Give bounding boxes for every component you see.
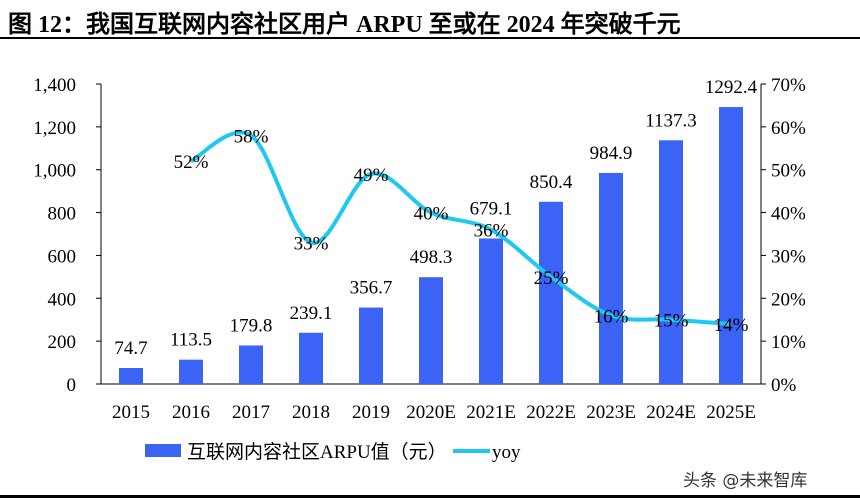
x-axis-tick-label: 2025E xyxy=(706,402,756,423)
right-axis-tick-label: 0% xyxy=(771,375,797,396)
line-data-label: 25% xyxy=(534,268,569,289)
x-axis-tick-label: 2020E xyxy=(406,402,456,423)
bar-data-label: 113.5 xyxy=(170,330,212,351)
bar-data-label: 356.7 xyxy=(350,278,393,299)
legend-bar-swatch xyxy=(145,444,181,457)
left-axis-tick-label: 1,000 xyxy=(33,161,76,182)
bar xyxy=(179,359,203,384)
left-axis-tick-label: 0 xyxy=(67,375,77,396)
bar xyxy=(299,332,323,384)
line-data-label: 40% xyxy=(414,204,449,225)
bar-data-label: 1137.3 xyxy=(645,110,697,131)
bar-data-label: 679.1 xyxy=(470,199,513,220)
bar-data-label: 74.7 xyxy=(114,338,147,359)
bar-data-label: 239.1 xyxy=(290,303,333,324)
legend-line-label: yoy xyxy=(492,442,521,463)
right-axis-tick-label: 20% xyxy=(771,289,806,310)
bar xyxy=(539,201,563,384)
right-axis-tick-label: 60% xyxy=(771,118,806,139)
right-axis-tick-label: 40% xyxy=(771,204,806,225)
watermark: 头条 @未来智库 xyxy=(683,471,808,491)
line-data-label: 49% xyxy=(354,165,389,186)
bar-data-label: 179.8 xyxy=(230,315,273,336)
bar xyxy=(719,107,743,385)
x-axis-tick-label: 2017 xyxy=(232,402,270,423)
right-axis-tick-label: 70% xyxy=(771,75,806,96)
legend-bar-label: 互联网内容社区ARPU值（元） xyxy=(187,441,447,463)
left-axis-tick-label: 600 xyxy=(48,246,77,267)
bar xyxy=(479,238,503,384)
bar-data-label: 850.4 xyxy=(530,172,573,193)
x-axis-tick-label: 2023E xyxy=(586,402,636,423)
left-axis-tick-label: 1,200 xyxy=(33,118,76,139)
yoy-line xyxy=(190,130,732,326)
bottom-divider xyxy=(0,495,860,498)
line-data-label: 16% xyxy=(594,306,629,327)
bar xyxy=(359,307,383,384)
x-axis-tick-label: 2024E xyxy=(646,402,696,423)
line-data-label: 15% xyxy=(654,311,689,332)
right-axis-tick-label: 10% xyxy=(771,332,806,353)
left-axis-tick-label: 800 xyxy=(48,204,77,225)
bar-data-label: 984.9 xyxy=(590,143,633,164)
bar xyxy=(599,172,623,384)
line-data-label: 14% xyxy=(714,315,749,336)
left-axis-tick-label: 200 xyxy=(48,332,77,353)
x-axis-tick-label: 2018 xyxy=(292,402,330,423)
bar-data-label: 1292.4 xyxy=(705,77,758,98)
bar xyxy=(239,345,263,384)
line-data-label: 58% xyxy=(234,126,269,147)
x-axis-tick-label: 2022E xyxy=(526,402,576,423)
left-axis-tick-label: 1,400 xyxy=(33,75,76,96)
x-axis-tick-label: 2016 xyxy=(172,402,210,423)
line-data-label: 36% xyxy=(474,221,509,242)
left-axis-tick-label: 400 xyxy=(48,289,77,310)
chart-title: 图 12：我国互联网内容社区用户 ARPU 至或在 2024 年突破千元 xyxy=(8,12,681,38)
bar-data-label: 498.3 xyxy=(410,247,453,268)
x-axis-tick-label: 2015 xyxy=(112,402,150,423)
x-axis-tick-label: 2019 xyxy=(352,402,390,423)
line-data-label: 33% xyxy=(294,234,329,255)
title-divider xyxy=(0,37,860,39)
bar xyxy=(659,140,683,384)
line-data-label: 52% xyxy=(174,152,209,173)
bar xyxy=(419,277,443,384)
x-axis-tick-label: 2021E xyxy=(466,402,516,423)
right-axis-tick-label: 50% xyxy=(771,161,806,182)
right-axis-tick-label: 30% xyxy=(771,246,806,267)
bar xyxy=(119,367,143,384)
